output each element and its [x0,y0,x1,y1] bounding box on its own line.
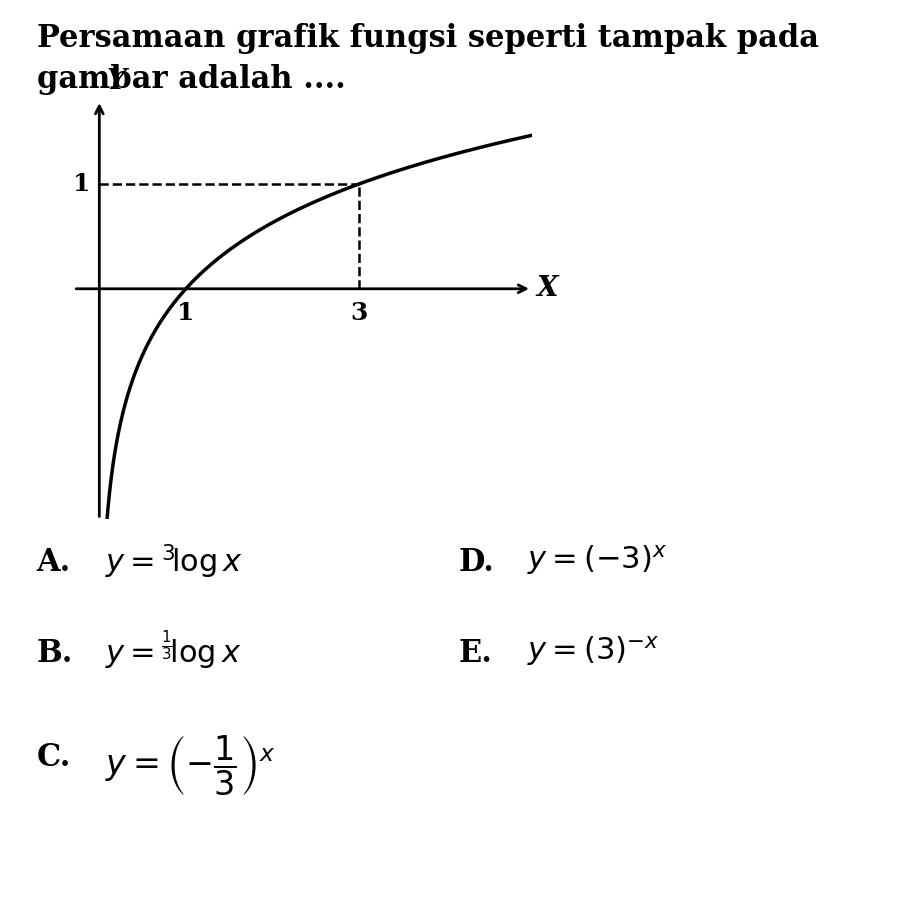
Text: $y = (3)^{-x}$: $y = (3)^{-x}$ [527,634,659,668]
Text: A.: A. [37,547,71,578]
Text: E.: E. [458,638,492,669]
Text: $y = (-3)^{x}$: $y = (-3)^{x}$ [527,543,668,577]
Text: B.: B. [37,638,73,669]
Text: D.: D. [458,547,494,578]
Text: $y = \left(-\dfrac{1}{3}\right)^{x}$: $y = \left(-\dfrac{1}{3}\right)^{x}$ [105,733,276,798]
Text: 1: 1 [73,172,91,196]
Text: Y: Y [106,68,126,95]
Text: $y = {}^{\frac{1}{3}}\!\log x$: $y = {}^{\frac{1}{3}}\!\log x$ [105,629,242,673]
Text: C.: C. [37,742,71,773]
Text: Persamaan grafik fungsi seperti tampak pada: Persamaan grafik fungsi seperti tampak p… [37,23,819,54]
Text: gambar adalah ....: gambar adalah .... [37,64,346,95]
Text: 1: 1 [177,302,194,325]
Text: $y = {}^{3}\!\log x$: $y = {}^{3}\!\log x$ [105,543,243,581]
Text: 3: 3 [350,302,368,325]
Text: X: X [536,275,558,302]
